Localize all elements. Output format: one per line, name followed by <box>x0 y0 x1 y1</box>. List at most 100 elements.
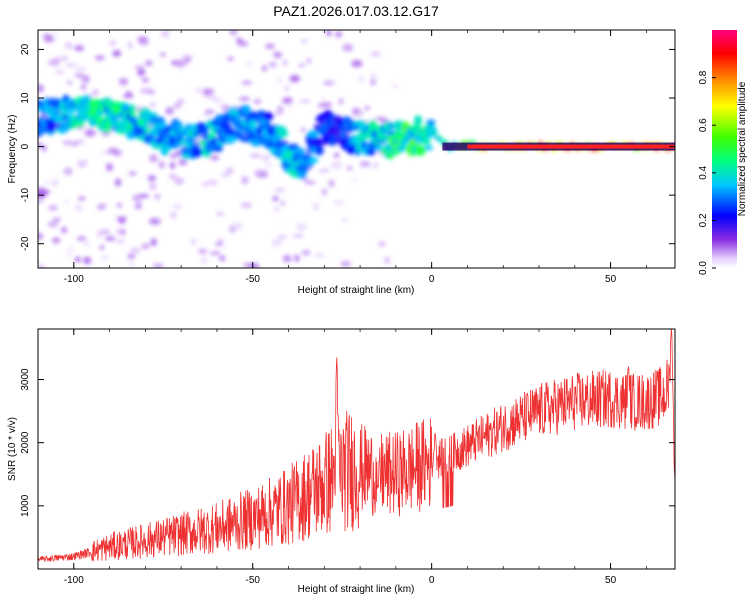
spectrogram-cell <box>51 178 59 187</box>
spectrogram-cell <box>114 239 126 244</box>
spectrogram-cell <box>63 167 73 176</box>
spectrogram-cell <box>306 130 319 138</box>
spectrogram-ytick-label: 20 <box>20 43 31 55</box>
spectrogram-cell <box>127 254 136 259</box>
spectrogram-cell <box>173 140 182 148</box>
spectrogram-cell <box>107 147 119 155</box>
spectrogram-xtick-label: -100 <box>64 274 84 285</box>
colorbar-ticks: 0.0 0.2 0.4 0.6 0.8 <box>698 70 716 275</box>
spectrogram-cell <box>48 205 58 211</box>
spectrogram-cell <box>283 59 288 67</box>
spectrogram-cell <box>66 251 72 258</box>
spectrogram-cell <box>137 68 146 76</box>
spectrogram-cell <box>209 251 221 256</box>
spectrogram-cell <box>273 51 282 58</box>
spectrogram-cell <box>172 204 183 209</box>
spectrogram-cell <box>43 36 55 43</box>
spectrogram-cell <box>202 88 215 96</box>
spectrogram-cell <box>424 145 433 151</box>
spectrogram-cell <box>227 56 235 61</box>
tone-core <box>467 144 675 149</box>
spectrogram-cell <box>338 98 344 105</box>
spectrogram-cell <box>213 143 223 153</box>
spectrogram-cell <box>276 105 284 114</box>
spectrogram-cell <box>268 61 277 68</box>
spectrogram-cell <box>185 136 196 144</box>
spectrogram-cell <box>129 247 141 254</box>
spectrogram-cell <box>154 193 161 200</box>
spectrogram-cell <box>61 226 68 234</box>
spectrogram-cell <box>242 263 255 267</box>
spectrogram-cell <box>128 171 137 175</box>
spectrogram-cell <box>294 254 300 262</box>
spectrogram-cell <box>74 45 85 52</box>
spectrogram-cell <box>277 77 283 83</box>
spectrogram-cell <box>426 119 436 126</box>
spectrogram-cell <box>58 101 65 113</box>
spectrogram-cell <box>137 36 148 41</box>
spectrogram-ytick-label: 10 <box>20 92 31 104</box>
spectrogram-ylabel: Frequency (Hz) <box>7 115 18 184</box>
spectrogram-cell <box>165 107 174 115</box>
spectrogram-cell <box>274 111 284 116</box>
spectrogram-cell <box>273 188 286 193</box>
spectrogram-cell <box>414 115 423 126</box>
spectrogram-cell <box>118 218 126 224</box>
spectrogram-cell <box>120 229 126 236</box>
spectrogram-cell <box>300 39 308 43</box>
spectrogram-cell <box>112 101 122 107</box>
spectrogram-cell <box>365 148 376 156</box>
spectrogram-cell <box>272 195 279 202</box>
spectrogram-cell <box>74 256 81 263</box>
spectrogram-cell <box>339 131 347 139</box>
spectrogram-cell <box>150 238 157 247</box>
spectrogram-xtick-label: -50 <box>245 274 260 285</box>
spectrogram-cell <box>212 98 224 103</box>
snr-series-line <box>38 329 675 563</box>
spectrogram-cell <box>315 147 323 155</box>
chart-title: PAZ1.2026.017.03.12.G17 <box>273 3 439 19</box>
spectrogram-cell <box>217 212 226 217</box>
spectrogram-cell <box>325 30 332 36</box>
spectrogram-cell <box>271 238 283 247</box>
spectrogram-cell <box>262 65 267 72</box>
spectrogram-cell <box>392 84 398 89</box>
colorbar-tick-label: 0.2 <box>698 213 709 227</box>
spectrogram-cell <box>221 173 231 177</box>
spectrogram-cell <box>208 179 218 186</box>
spectrogram-cell <box>105 236 116 241</box>
spectrogram-cell <box>210 154 220 161</box>
spectrogram-cell <box>384 256 390 265</box>
spectrogram-cell <box>254 169 265 178</box>
spectrogram-cell <box>292 233 304 238</box>
spectrogram-cell <box>318 169 326 174</box>
spectrogram-cell <box>78 196 86 201</box>
spectrogram-cell <box>149 217 161 225</box>
spectrogram-cell <box>370 51 381 57</box>
spectrogram-cell <box>41 144 47 152</box>
spectrogram-cell <box>287 104 293 109</box>
spectrogram-cell <box>303 177 308 182</box>
spectrogram-cell <box>241 176 249 185</box>
spectrogram-cell <box>352 177 357 182</box>
spectrogram-cell <box>432 131 438 136</box>
spectrogram-cell <box>240 202 253 208</box>
spectrogram-cell <box>265 163 272 168</box>
spectrogram-cell <box>83 240 89 248</box>
colorbar-tick-label: 0.0 <box>698 261 709 275</box>
spectrogram-cell <box>168 173 177 180</box>
spectrogram-cell <box>181 54 193 59</box>
spectrogram-cell <box>378 241 386 247</box>
snr-ytick-label: 3000 <box>20 368 31 391</box>
spectrogram-cell <box>67 107 77 113</box>
snr-panel: -100 -50 0 50 1000 2000 3000 Height of straigh… <box>7 328 676 595</box>
spectrogram-cell <box>340 260 352 267</box>
spectrogram-cell <box>169 153 178 159</box>
spectrogram-cell <box>299 99 311 104</box>
spectrogram-cell <box>115 228 123 235</box>
snr-xtick-label: 0 <box>429 575 435 586</box>
spectrogram-cell <box>336 118 345 125</box>
spectrogram-cell <box>217 238 224 246</box>
spectrogram-cell <box>317 103 324 108</box>
spectrogram-cell <box>307 157 319 164</box>
